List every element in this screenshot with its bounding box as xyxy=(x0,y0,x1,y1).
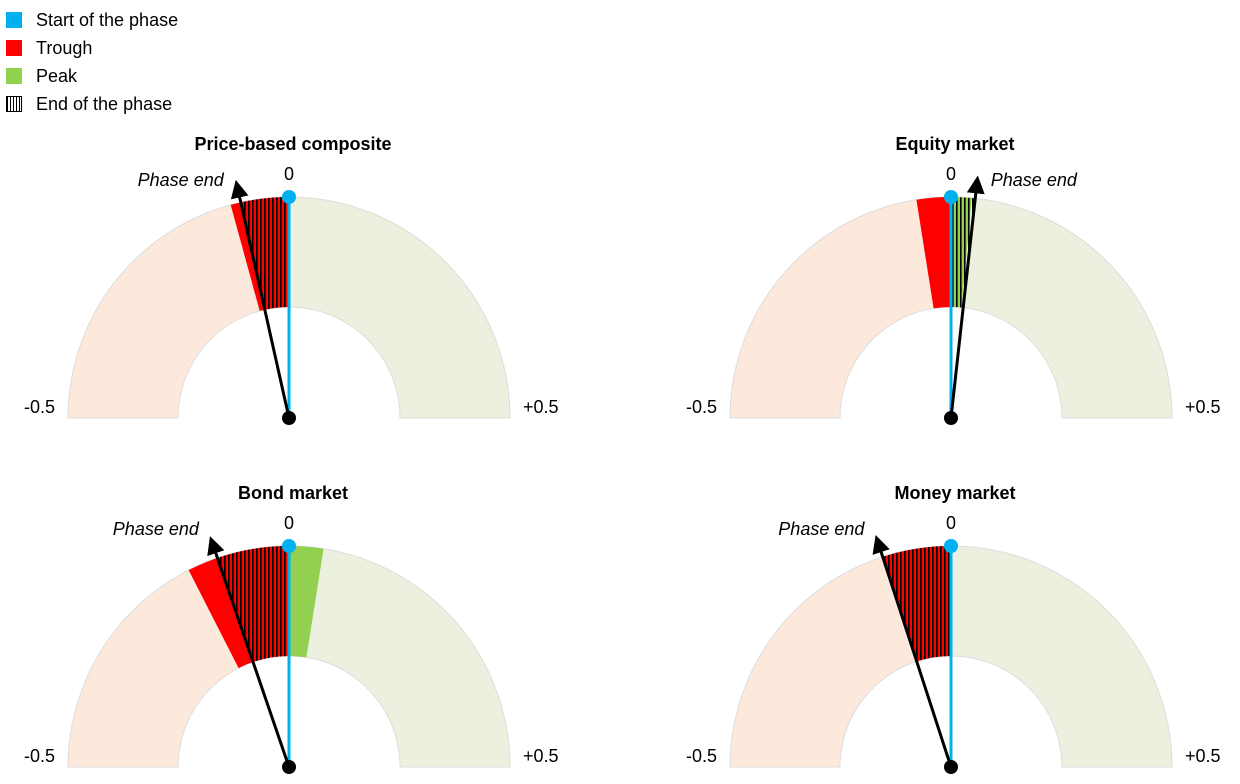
phase-end-label: Phase end xyxy=(113,519,200,539)
phase-end-label: Phase end xyxy=(778,519,865,539)
tick-label-min: -0.5 xyxy=(686,397,717,417)
legend-swatch-peak xyxy=(6,68,22,84)
tick-label-min: -0.5 xyxy=(686,746,717,766)
tick-label-min: -0.5 xyxy=(24,397,55,417)
phase-end-label: Phase end xyxy=(991,170,1078,190)
phase-end-arrow xyxy=(230,179,291,419)
legend-label: Trough xyxy=(36,37,93,58)
gauge-title: Equity market xyxy=(895,134,1014,154)
gauge-positive-band xyxy=(950,545,1173,768)
phase-end-arrow xyxy=(872,534,953,768)
legend-item-start: Start of the phase xyxy=(6,6,178,34)
center-pivot xyxy=(282,760,296,774)
tick-label-zero: 0 xyxy=(284,164,294,184)
gauge-title: Money market xyxy=(894,483,1015,503)
legend-item-trough: Trough xyxy=(6,34,178,62)
tick-label-zero: 0 xyxy=(946,164,956,184)
legend: Start of the phase Trough Peak End of th… xyxy=(6,6,178,118)
phase-hatch-sector xyxy=(217,546,289,662)
gauge-title: Bond market xyxy=(238,483,348,503)
phase-hatch-sector xyxy=(951,197,976,308)
legend-swatch-trough xyxy=(6,40,22,56)
legend-label: End of the phase xyxy=(36,93,173,114)
trough-sector xyxy=(916,197,951,309)
gauge-title: Price-based composite xyxy=(194,134,391,154)
legend-item-end: End of the phase xyxy=(6,90,178,118)
start-marker xyxy=(944,190,958,204)
peak-sector xyxy=(289,546,324,658)
tick-label-min: -0.5 xyxy=(24,746,55,766)
legend-swatch-start xyxy=(6,12,22,28)
start-marker xyxy=(944,539,958,553)
legend-item-peak: Peak xyxy=(6,62,178,90)
gauge-negative-band xyxy=(729,196,952,419)
start-marker xyxy=(282,190,296,204)
legend-label: Start of the phase xyxy=(36,9,179,30)
tick-label-max: +0.5 xyxy=(523,397,559,417)
tick-label-max: +0.5 xyxy=(1185,397,1221,417)
tick-label-max: +0.5 xyxy=(1185,746,1221,766)
gauge-1: Equity market 0 -0.5 +0.5 Phase end xyxy=(686,134,1221,425)
gauge-2: Bond market 0 -0.5 +0.5 Phase end xyxy=(24,483,559,774)
gauge-positive-band xyxy=(950,196,1173,419)
tick-label-zero: 0 xyxy=(946,513,956,533)
center-pivot xyxy=(944,411,958,425)
gauge-3: Money market 0 -0.5 +0.5 Phase end xyxy=(686,483,1221,774)
tick-label-zero: 0 xyxy=(284,513,294,533)
gauge-positive-band xyxy=(288,196,511,419)
phase-end-arrow xyxy=(207,536,291,768)
tick-label-max: +0.5 xyxy=(523,746,559,766)
phase-hatch-sector xyxy=(882,546,951,662)
legend-label: Peak xyxy=(36,65,78,86)
phase-hatch-sector xyxy=(240,197,289,310)
gauge-0: Price-based composite 0 -0.5 +0.5 Phase end xyxy=(24,134,559,425)
phase-end-label: Phase end xyxy=(138,170,225,190)
center-pivot xyxy=(282,411,296,425)
center-pivot xyxy=(944,760,958,774)
gauge-positive-band xyxy=(288,545,511,768)
legend-swatch-hatch xyxy=(6,96,22,112)
phase-end-arrow xyxy=(949,175,985,419)
start-marker xyxy=(282,539,296,553)
